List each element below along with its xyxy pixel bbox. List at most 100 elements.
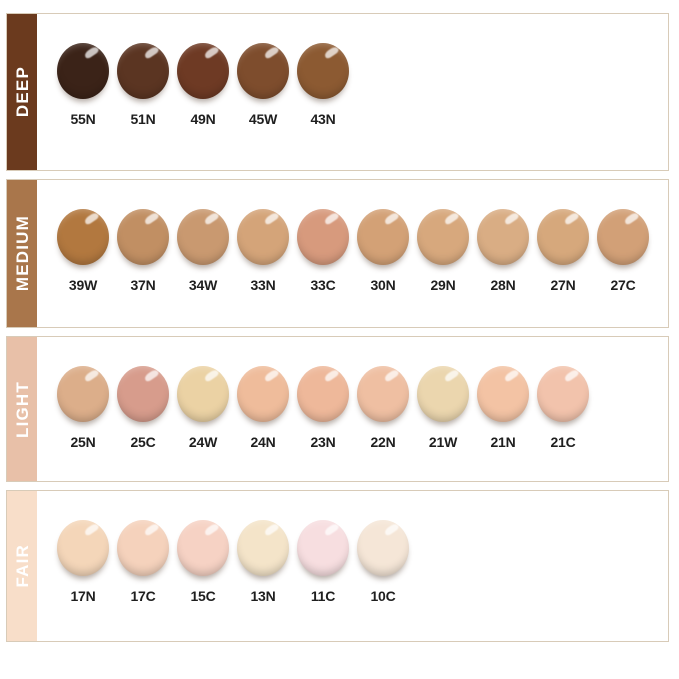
swatch-dot-wrap bbox=[415, 363, 471, 425]
swatch-cell[interactable]: 51N bbox=[113, 40, 173, 127]
swatch-cell[interactable]: 29N bbox=[413, 206, 473, 293]
shade-code-label: 55N bbox=[70, 111, 96, 127]
shade-code-label: 45W bbox=[248, 111, 278, 127]
swatch-cell[interactable]: 27N bbox=[533, 206, 593, 293]
shade-swatch-icon[interactable] bbox=[417, 366, 469, 422]
swatch-dot-wrap bbox=[175, 206, 231, 268]
shade-swatch-icon[interactable] bbox=[297, 366, 349, 422]
shade-swatch-icon[interactable] bbox=[57, 520, 109, 576]
shade-code-label: 17C bbox=[130, 588, 156, 604]
shade-swatch-icon[interactable] bbox=[357, 366, 409, 422]
swatch-dot-wrap bbox=[175, 517, 231, 579]
shade-swatch-icon[interactable] bbox=[57, 366, 109, 422]
shade-code-label: 11C bbox=[310, 588, 336, 604]
shade-swatch-icon[interactable] bbox=[477, 209, 529, 265]
swatch-dot-wrap bbox=[415, 206, 471, 268]
shade-swatch-icon[interactable] bbox=[477, 366, 529, 422]
swatch-cell[interactable]: 11C bbox=[293, 517, 353, 604]
swatch-dot-wrap bbox=[55, 363, 111, 425]
swatch-dot-wrap bbox=[355, 517, 411, 579]
shade-swatch-icon[interactable] bbox=[297, 43, 349, 99]
swatch-cell[interactable]: 27C bbox=[593, 206, 653, 293]
shade-code-label: 17N bbox=[70, 588, 96, 604]
swatch-dot-wrap bbox=[235, 40, 291, 102]
swatch-dot-wrap bbox=[595, 206, 651, 268]
swatch-dot-wrap bbox=[55, 40, 111, 102]
shade-code-label: 25C bbox=[130, 434, 156, 450]
shade-swatch-icon[interactable] bbox=[597, 209, 649, 265]
swatch-cell[interactable]: 21W bbox=[413, 363, 473, 450]
swatch-cell[interactable]: 25N bbox=[53, 363, 113, 450]
shade-code-label: 24W bbox=[188, 434, 218, 450]
swatch-cell[interactable]: 10C bbox=[353, 517, 413, 604]
swatch-cell[interactable]: 21N bbox=[473, 363, 533, 450]
swatch-row-medium: 39W 37N 34W 33N 33C 30N 29N 28N 27N 27C bbox=[37, 180, 668, 327]
shade-code-label: 33N bbox=[250, 277, 276, 293]
shade-code-label: 24N bbox=[250, 434, 276, 450]
shade-swatch-icon[interactable] bbox=[417, 209, 469, 265]
shade-code-label: 43N bbox=[310, 111, 336, 127]
shade-section-fair: FAIR 17N 17C 15C 13N 11C 10C bbox=[6, 490, 669, 642]
shade-code-label: 33C bbox=[310, 277, 336, 293]
shade-swatch-icon[interactable] bbox=[117, 366, 169, 422]
swatch-cell[interactable]: 22N bbox=[353, 363, 413, 450]
swatch-cell[interactable]: 21C bbox=[533, 363, 593, 450]
shade-swatch-icon[interactable] bbox=[57, 209, 109, 265]
swatch-dot-wrap bbox=[115, 517, 171, 579]
swatch-cell[interactable]: 39W bbox=[53, 206, 113, 293]
swatch-cell[interactable]: 33N bbox=[233, 206, 293, 293]
category-label-fair: FAIR bbox=[12, 544, 32, 588]
swatch-cell[interactable]: 25C bbox=[113, 363, 173, 450]
swatch-cell[interactable]: 17C bbox=[113, 517, 173, 604]
shade-swatch-icon[interactable] bbox=[357, 209, 409, 265]
shade-swatch-icon[interactable] bbox=[537, 209, 589, 265]
swatch-cell[interactable]: 34W bbox=[173, 206, 233, 293]
shade-swatch-icon[interactable] bbox=[117, 209, 169, 265]
shade-swatch-icon[interactable] bbox=[177, 209, 229, 265]
shade-swatch-icon[interactable] bbox=[177, 520, 229, 576]
swatch-cell[interactable]: 43N bbox=[293, 40, 353, 127]
shade-code-label: 15C bbox=[190, 588, 216, 604]
shade-swatch-icon[interactable] bbox=[237, 43, 289, 99]
shade-swatch-icon[interactable] bbox=[297, 209, 349, 265]
shade-swatch-icon[interactable] bbox=[117, 520, 169, 576]
swatch-cell[interactable]: 49N bbox=[173, 40, 233, 127]
shade-swatch-icon[interactable] bbox=[177, 366, 229, 422]
swatch-cell[interactable]: 24W bbox=[173, 363, 233, 450]
swatch-dot-wrap bbox=[355, 363, 411, 425]
swatch-cell[interactable]: 24N bbox=[233, 363, 293, 450]
swatch-dot-wrap bbox=[55, 206, 111, 268]
swatch-cell[interactable]: 45W bbox=[233, 40, 293, 127]
shade-swatch-icon[interactable] bbox=[237, 520, 289, 576]
shade-code-label: 10C bbox=[370, 588, 396, 604]
swatch-dot-wrap bbox=[115, 206, 171, 268]
swatch-dot-wrap bbox=[475, 206, 531, 268]
swatch-dot-wrap bbox=[55, 517, 111, 579]
shade-code-label: 13N bbox=[250, 588, 276, 604]
shade-swatch-icon[interactable] bbox=[297, 520, 349, 576]
shade-swatch-icon[interactable] bbox=[537, 366, 589, 422]
shade-swatch-icon[interactable] bbox=[177, 43, 229, 99]
swatch-cell[interactable]: 23N bbox=[293, 363, 353, 450]
swatch-cell[interactable]: 28N bbox=[473, 206, 533, 293]
shade-swatch-icon[interactable] bbox=[57, 43, 109, 99]
shade-code-label: 27C bbox=[610, 277, 636, 293]
swatch-dot-wrap bbox=[295, 363, 351, 425]
shade-swatch-icon[interactable] bbox=[237, 209, 289, 265]
swatch-dot-wrap bbox=[175, 40, 231, 102]
swatch-cell[interactable]: 30N bbox=[353, 206, 413, 293]
shade-code-label: 34W bbox=[188, 277, 218, 293]
swatch-dot-wrap bbox=[295, 517, 351, 579]
swatch-cell[interactable]: 15C bbox=[173, 517, 233, 604]
shade-swatch-icon[interactable] bbox=[357, 520, 409, 576]
shade-swatch-icon[interactable] bbox=[237, 366, 289, 422]
swatch-cell[interactable]: 33C bbox=[293, 206, 353, 293]
category-bar-medium: MEDIUM bbox=[7, 180, 37, 327]
swatch-cell[interactable]: 13N bbox=[233, 517, 293, 604]
shade-swatch-icon[interactable] bbox=[117, 43, 169, 99]
swatch-cell[interactable]: 55N bbox=[53, 40, 113, 127]
swatch-cell[interactable]: 17N bbox=[53, 517, 113, 604]
shade-code-label: 29N bbox=[430, 277, 456, 293]
swatch-cell[interactable]: 37N bbox=[113, 206, 173, 293]
